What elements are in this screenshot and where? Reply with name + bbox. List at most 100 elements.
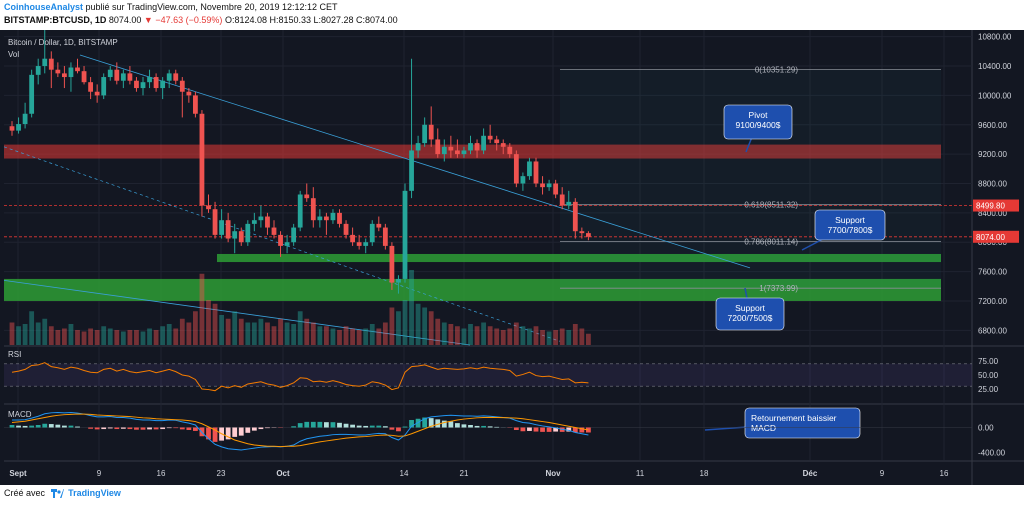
candle-body	[579, 231, 585, 234]
macd-histogram-bar	[114, 427, 120, 430]
annotation-text: MACD	[751, 423, 776, 433]
macd-histogram-bar	[324, 422, 329, 428]
x-tick-label: 14	[400, 469, 409, 478]
volume-bar	[22, 324, 28, 345]
volume-bar	[48, 326, 54, 345]
macd-histogram-bar	[166, 427, 172, 429]
candle-body	[507, 146, 513, 155]
volume-bar	[350, 328, 355, 345]
candle-body	[212, 209, 218, 235]
candle-body	[9, 126, 15, 131]
x-tick-label: Sept	[9, 469, 27, 478]
candle-body	[343, 223, 349, 235]
volume-bar	[330, 328, 336, 345]
header-line-1: CoinhouseAnalyst publié sur TradingView.…	[4, 1, 398, 14]
macd-histogram-bar	[55, 424, 61, 428]
candle-body	[206, 205, 211, 210]
tradingview-link[interactable]: TradingView	[68, 488, 121, 498]
volume-bar	[206, 300, 211, 345]
macd-label: MACD	[8, 410, 32, 419]
volume-bar	[297, 311, 303, 345]
macd-histogram-bar	[29, 425, 35, 428]
price-chart[interactable]: Sept 9 16 23 Oct 14 21 Nov 11 18 Déc 9 16 6800.00 7200…	[0, 30, 1024, 485]
candle-body	[101, 77, 107, 96]
candle-body	[455, 150, 460, 155]
candle-body	[271, 227, 277, 235]
y-tick-label: 9200.00	[978, 150, 1007, 159]
candle-body	[369, 223, 375, 243]
y-tick-label: 10000.00	[978, 91, 1012, 100]
y-tick-label: 7200.00	[978, 297, 1007, 306]
annotation-callout	[715, 297, 785, 331]
x-tick-label: Oct	[276, 469, 290, 478]
candle-body	[291, 227, 297, 243]
y-tick-label: 7600.00	[978, 268, 1007, 277]
volume-bar	[134, 330, 139, 345]
macd-histogram-bar	[16, 425, 21, 428]
candle-body	[435, 139, 441, 155]
candle-body	[166, 73, 172, 81]
candle-body	[284, 242, 290, 246]
x-tick-label: 16	[940, 469, 949, 478]
candle-body	[29, 74, 35, 114]
price-axis-tag-label: 8074.00	[976, 233, 1005, 242]
volume-bar	[396, 311, 401, 345]
macd-histogram-bar	[343, 423, 349, 428]
volume-bar	[232, 311, 238, 345]
candle-body	[520, 176, 526, 184]
macd-histogram-bar	[212, 427, 218, 442]
annotation-text: Support	[835, 215, 865, 225]
volume-bar	[520, 326, 526, 345]
rsi-tick-label: 50.00	[978, 371, 999, 380]
volume-bar	[42, 318, 48, 345]
macd-histogram-bar	[265, 427, 270, 429]
rsi-line	[11, 362, 589, 392]
volume-bar	[238, 318, 244, 345]
macd-histogram-bar	[22, 425, 28, 428]
candle-body	[396, 278, 401, 283]
macd-histogram-bar	[107, 427, 113, 429]
price-axis-tag	[973, 230, 1019, 243]
volume-bar	[494, 328, 500, 345]
macd-histogram-bar	[435, 419, 441, 428]
author-link[interactable]: CoinhouseAnalyst	[4, 2, 84, 12]
annotation-callout	[744, 407, 861, 439]
candle-body	[16, 124, 21, 131]
macd-histogram-bar	[186, 427, 192, 430]
macd-histogram-bar	[94, 427, 100, 430]
macd-histogram-bar	[494, 426, 500, 428]
candle-body	[88, 82, 93, 92]
candle-body	[461, 150, 467, 155]
candle-body	[81, 71, 87, 83]
macd-histogram-bar	[553, 427, 559, 432]
macd-histogram-bar	[193, 427, 198, 431]
macd-histogram-bar	[513, 427, 519, 430]
volume-bar	[579, 328, 585, 345]
macd-histogram-bar	[317, 421, 323, 428]
macd-histogram-bar	[153, 427, 159, 430]
candle-body	[487, 135, 493, 140]
price-change: −47.63 (−0.59%)	[155, 15, 223, 25]
created-with-label: Créé avec	[4, 488, 46, 498]
volume-bar	[81, 331, 87, 345]
volume-bar	[29, 311, 35, 345]
macd-histogram-bar	[258, 427, 264, 430]
x-tick-label: 21	[460, 469, 469, 478]
annotation-callout	[723, 104, 793, 140]
annotation-text: 7200/7500$	[728, 313, 773, 323]
macd-histogram-bar	[461, 424, 467, 428]
candle-body	[173, 73, 179, 81]
candle-body	[48, 58, 54, 70]
symbol-label: BITSTAMP:BTCUSD, 1D	[4, 15, 107, 25]
volume-bar	[500, 330, 506, 345]
rsi-label: RSI	[8, 350, 21, 359]
volume-bar	[409, 270, 414, 345]
macd-histogram-bar	[350, 424, 355, 428]
x-tick-label: 9	[97, 469, 102, 478]
published-info: publié sur TradingView.com, Novembre 20,…	[85, 2, 338, 12]
y-tick-label: 9600.00	[978, 121, 1007, 130]
candle-body	[363, 242, 369, 246]
candle-body	[527, 161, 532, 177]
header-line-2: BITSTAMP:BTCUSD, 1D 8074.00 ▼ −47.63 (−0…	[4, 14, 398, 27]
candle-body	[494, 139, 500, 144]
